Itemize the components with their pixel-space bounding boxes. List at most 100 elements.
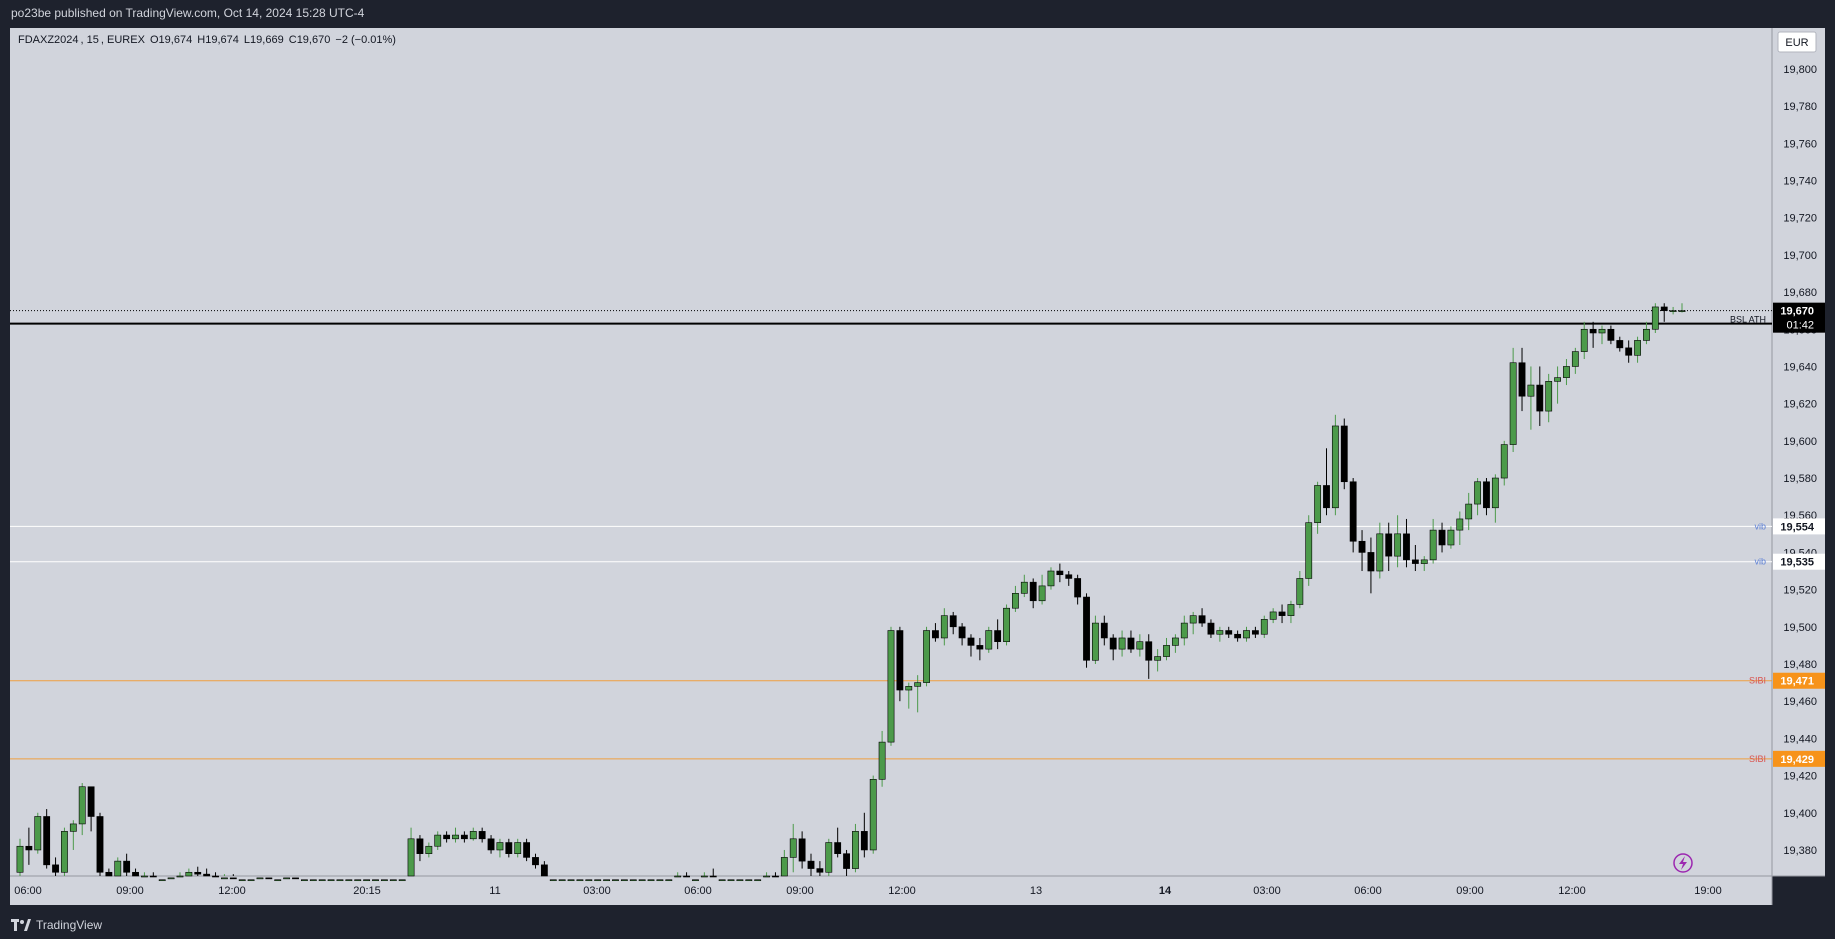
- candle[interactable]: [1314, 481, 1322, 534]
- candle[interactable]: [1536, 366, 1544, 426]
- candle[interactable]: [327, 876, 335, 882]
- candle[interactable]: [1634, 336, 1641, 363]
- candle[interactable]: [736, 876, 744, 882]
- candle[interactable]: [1625, 340, 1633, 363]
- candle[interactable]: [132, 868, 139, 877]
- candle[interactable]: [887, 626, 895, 746]
- candle[interactable]: [1171, 634, 1179, 653]
- candle[interactable]: [1527, 366, 1535, 430]
- candle[interactable]: [1234, 630, 1242, 642]
- candle[interactable]: [1154, 649, 1162, 672]
- candle[interactable]: [1100, 615, 1108, 646]
- candle[interactable]: [1189, 611, 1197, 635]
- candle[interactable]: [1323, 448, 1330, 516]
- candle[interactable]: [283, 876, 291, 880]
- currency-label[interactable]: EUR: [1785, 37, 1808, 49]
- candle[interactable]: [967, 634, 975, 657]
- candle[interactable]: [665, 876, 673, 882]
- candle[interactable]: [363, 876, 371, 882]
- candle[interactable]: [238, 876, 246, 882]
- candle[interactable]: [487, 835, 495, 854]
- candle[interactable]: [1225, 626, 1233, 638]
- candle[interactable]: [745, 876, 753, 882]
- candle[interactable]: [274, 876, 282, 882]
- candle[interactable]: [1438, 522, 1446, 553]
- candle[interactable]: [603, 876, 610, 882]
- candle[interactable]: [1251, 626, 1259, 638]
- candle[interactable]: [212, 872, 219, 878]
- candle[interactable]: [1456, 511, 1464, 545]
- candle[interactable]: [78, 783, 86, 836]
- candle[interactable]: [1305, 515, 1313, 586]
- candle[interactable]: [372, 876, 379, 882]
- candle[interactable]: [869, 775, 877, 854]
- candle[interactable]: [763, 872, 770, 878]
- candle[interactable]: [69, 820, 77, 850]
- candle[interactable]: [727, 876, 735, 882]
- candle[interactable]: [1518, 347, 1526, 412]
- candle[interactable]: [1465, 492, 1473, 531]
- candle[interactable]: [1358, 530, 1366, 572]
- candle[interactable]: [1509, 347, 1517, 452]
- candle[interactable]: [1660, 303, 1668, 322]
- candle[interactable]: [780, 849, 788, 877]
- candle[interactable]: [1643, 321, 1650, 345]
- candle[interactable]: [540, 861, 548, 877]
- candle[interactable]: [1243, 626, 1250, 642]
- candle[interactable]: [265, 876, 273, 880]
- candle[interactable]: [416, 835, 424, 862]
- candle[interactable]: [469, 827, 477, 841]
- candle[interactable]: [1020, 574, 1028, 598]
- lightning-icon[interactable]: [1673, 853, 1693, 873]
- candle[interactable]: [1012, 585, 1019, 612]
- candle[interactable]: [1385, 522, 1393, 572]
- tradingview-logo-icon[interactable]: [11, 918, 31, 931]
- candle[interactable]: [576, 876, 584, 882]
- candle[interactable]: [1180, 615, 1188, 646]
- candle[interactable]: [958, 623, 966, 646]
- candle[interactable]: [1563, 359, 1570, 386]
- candle[interactable]: [1136, 634, 1144, 657]
- candle[interactable]: [452, 827, 459, 843]
- candle[interactable]: [700, 872, 708, 878]
- candle[interactable]: [789, 823, 797, 873]
- candle[interactable]: [558, 876, 566, 882]
- candle[interactable]: [123, 853, 131, 876]
- candle[interactable]: [932, 623, 939, 642]
- candle[interactable]: [336, 876, 344, 882]
- candle[interactable]: [532, 853, 539, 869]
- candle[interactable]: [398, 876, 406, 882]
- candle[interactable]: [1411, 544, 1419, 572]
- candle[interactable]: [1571, 347, 1579, 374]
- candle[interactable]: [194, 866, 202, 876]
- candle[interactable]: [1598, 325, 1606, 345]
- candle[interactable]: [1429, 518, 1437, 564]
- candle[interactable]: [1296, 571, 1304, 609]
- candle[interactable]: [34, 812, 42, 854]
- candle[interactable]: [585, 876, 593, 882]
- candle[interactable]: [434, 831, 442, 850]
- candle[interactable]: [612, 876, 619, 882]
- candle[interactable]: [1065, 571, 1073, 586]
- candle[interactable]: [1403, 518, 1410, 568]
- candle[interactable]: [1047, 567, 1055, 590]
- candle[interactable]: [256, 876, 264, 880]
- candle[interactable]: [1616, 336, 1624, 352]
- candle[interactable]: [1491, 474, 1499, 523]
- candle[interactable]: [1651, 303, 1659, 333]
- candle[interactable]: [309, 876, 317, 882]
- candle[interactable]: [1580, 321, 1588, 360]
- candle[interactable]: [229, 874, 237, 880]
- candle[interactable]: [443, 831, 451, 843]
- candle[interactable]: [798, 831, 806, 869]
- candle[interactable]: [896, 626, 904, 702]
- candle[interactable]: [1092, 615, 1099, 664]
- candle[interactable]: [185, 868, 193, 877]
- candle[interactable]: [389, 876, 397, 882]
- candle[interactable]: [105, 868, 113, 877]
- candle[interactable]: [380, 876, 388, 882]
- candle[interactable]: [940, 608, 948, 646]
- candle[interactable]: [52, 857, 59, 876]
- candle[interactable]: [549, 876, 557, 882]
- candle[interactable]: [1545, 373, 1553, 423]
